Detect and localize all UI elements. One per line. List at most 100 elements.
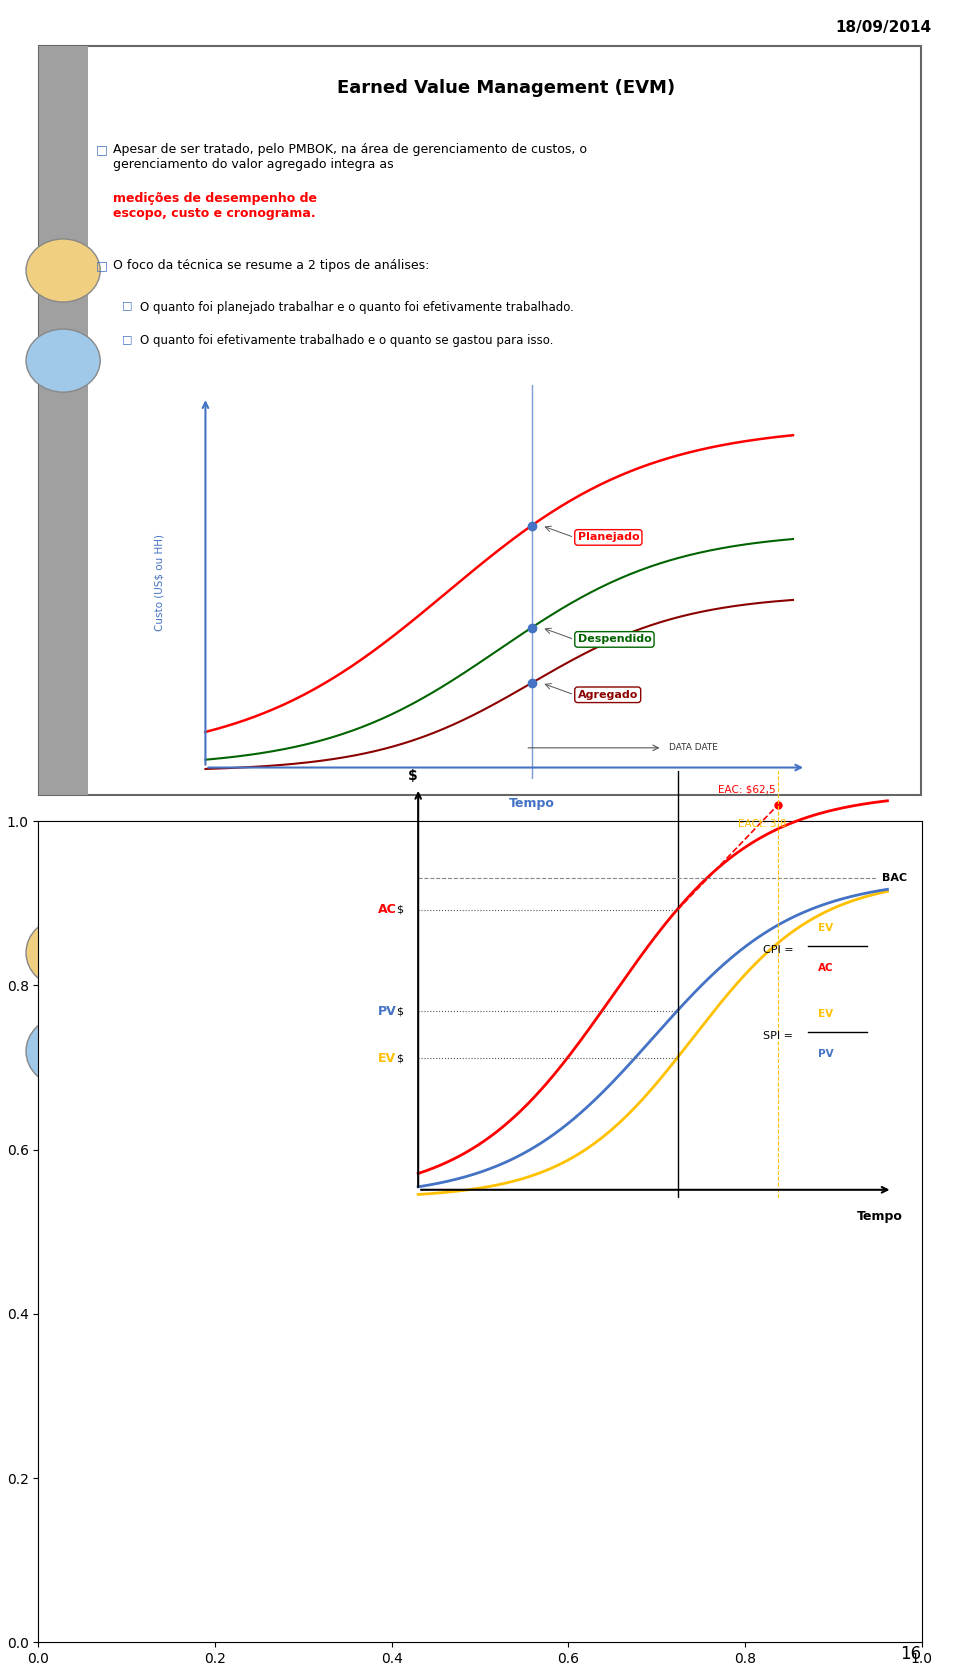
- Bar: [216, 991, 312, 1012]
- Text: □: □: [122, 300, 132, 310]
- Bar: [72, 882, 168, 895]
- Text: Projeção p/ custo total (: Projeção p/ custo total (: [392, 1560, 516, 1570]
- Text: Projeção p/ prazo total (: Projeção p/ prazo total (: [392, 1542, 516, 1552]
- Text: => Supondo que é uma variação típica e não será corrigida.: => Supondo que é uma variação típica e n…: [392, 1579, 708, 1589]
- Text: Earned Value Manegement (EVM): Earned Value Manegement (EVM): [311, 843, 649, 861]
- Text: realizado: realizado: [130, 1394, 180, 1404]
- Text: 3o. Mês
$50: 3o. Mês $50: [242, 1423, 282, 1443]
- Text: O quanto foi planejado trabalhar e o quanto foi efetivamente trabalhado.: O quanto foi planejado trabalhar e o qua…: [140, 300, 574, 313]
- Text: $: $: [396, 1053, 403, 1063]
- Text: AC =: AC =: [103, 1552, 134, 1562]
- Text: - orçamento de $50 (BAC - Budget at Completion): - orçamento de $50 (BAC - Budget at Comp…: [182, 940, 460, 950]
- Text: EACt: 3,8: EACt: 3,8: [737, 818, 786, 828]
- Circle shape: [26, 240, 100, 302]
- Text: $10: $10: [138, 1475, 161, 1485]
- Text: Despendido: Despendido: [578, 635, 651, 645]
- Text: AC: AC: [818, 964, 833, 974]
- Text: 3o. mês:: 3o. mês:: [99, 1534, 152, 1544]
- Text: AC =: AC =: [103, 1475, 134, 1485]
- Text: medições de desempenho de
escopo, custo e cronograma.: medições de desempenho de escopo, custo …: [113, 191, 318, 220]
- Text: EV: EV: [818, 923, 832, 934]
- Bar: [99, 1394, 125, 1406]
- Text: Tempo: Tempo: [856, 1210, 902, 1223]
- Text: $: $: [396, 905, 403, 915]
- Bar: [216, 1007, 240, 1021]
- Text: Projeto:: Projeto:: [99, 878, 152, 892]
- Text: planejado: planejado: [130, 1379, 184, 1389]
- Bar: [168, 949, 264, 970]
- Text: $40: $40: [138, 1570, 161, 1580]
- Text: ) => BAC/CPI = $50/1 = $50: ) => BAC/CPI = $50/1 = $50: [582, 1480, 717, 1493]
- Bar: [264, 1032, 312, 1054]
- Text: EV =: EV =: [103, 1492, 133, 1502]
- Text: DATA DATE: DATA DATE: [669, 744, 718, 753]
- Text: ) => BAC/CPI = $50/0,8 = $62,5: ) => BAC/CPI = $50/0,8 = $62,5: [582, 1560, 738, 1574]
- Text: previsibilidade! (Caso Típico): previsibilidade! (Caso Típico): [531, 1596, 702, 1606]
- Bar: [39, 45, 88, 796]
- Text: Earned Value Management (EVM): Earned Value Management (EVM): [337, 79, 676, 97]
- Text: - prazo de 5 meses (: - prazo de 5 meses (: [182, 900, 297, 910]
- Text: EV: EV: [818, 1009, 832, 1019]
- Text: $50: $50: [138, 1552, 161, 1562]
- Text: PD: PD: [619, 1542, 636, 1552]
- Text: $10: $10: [268, 1466, 291, 1477]
- Text: CPI =: CPI =: [762, 945, 797, 955]
- Text: PV: PV: [378, 1004, 397, 1017]
- Text: 16: 16: [900, 1644, 922, 1663]
- Text: O quanto foi efetivamente trabalhado e o quanto se gastou para isso.: O quanto foi efetivamente trabalhado e o…: [140, 334, 553, 347]
- Text: /$30 = 1,33: /$30 = 1,33: [303, 1549, 369, 1559]
- Bar: [168, 965, 216, 979]
- Text: PD: PD: [619, 1461, 636, 1472]
- Text: PD - project duration: PD - project duration: [276, 900, 393, 910]
- Text: CPI =: CPI =: [228, 1565, 262, 1575]
- Text: PV: PV: [818, 1049, 833, 1059]
- FancyBboxPatch shape: [39, 45, 921, 796]
- Text: PV = $10: PV = $10: [103, 1510, 155, 1520]
- Text: EV: EV: [378, 1051, 396, 1064]
- Text: ) =>: ) =>: [593, 1461, 621, 1472]
- Text: EACt: EACt: [558, 1542, 586, 1552]
- Circle shape: [26, 1017, 100, 1086]
- Text: ): ): [381, 900, 386, 910]
- Circle shape: [26, 918, 100, 987]
- Text: $10: $10: [268, 1483, 291, 1493]
- Text: EAC: EAC: [555, 1480, 578, 1490]
- Text: EAC: $62,5: EAC: $62,5: [718, 784, 776, 794]
- Text: SPI =: SPI =: [228, 1466, 262, 1477]
- Text: □: □: [122, 334, 132, 344]
- FancyBboxPatch shape: [39, 821, 921, 1642]
- Text: O foco da técnica se resume a 2 tipos de análises:: O foco da técnica se resume a 2 tipos de…: [113, 260, 430, 272]
- Bar: [39, 821, 88, 1642]
- Text: $: $: [408, 769, 418, 783]
- Text: $: $: [396, 1006, 403, 1016]
- Text: EAC: EAC: [555, 1560, 578, 1570]
- Bar: [99, 1378, 125, 1389]
- Text: - cada máquina orçada em $10: - cada máquina orçada em $10: [182, 920, 357, 930]
- Text: 1o. mês:: 1o. mês:: [99, 1455, 152, 1465]
- Text: - construção de 5 máquinas: - construção de 5 máquinas: [182, 878, 338, 890]
- Text: /$50 = 0,80: /$50 = 0,80: [303, 1565, 369, 1575]
- Text: □: □: [96, 142, 108, 156]
- Bar: [120, 907, 216, 929]
- Text: AC: AC: [378, 903, 397, 917]
- Text: SPI =: SPI =: [228, 1549, 262, 1559]
- Text: EACt: EACt: [558, 1461, 586, 1472]
- Text: $40: $40: [268, 1565, 291, 1575]
- Text: EV =: EV =: [103, 1570, 133, 1580]
- Text: EVA fornece uma idéia de: EVA fornece uma idéia de: [392, 1596, 529, 1606]
- Text: /SPI = 5/1 = 5 meses: /SPI = 5/1 = 5 meses: [639, 1461, 750, 1472]
- Text: □: □: [96, 260, 108, 272]
- Text: ) =>: ) =>: [593, 1542, 621, 1552]
- Text: /SPI = 5/1,33 = 3,8 meses: /SPI = 5/1,33 = 3,8 meses: [639, 1542, 776, 1552]
- Text: $40: $40: [268, 1549, 291, 1559]
- Bar: [72, 865, 168, 887]
- Text: /$10 = 1,00: /$10 = 1,00: [303, 1466, 369, 1477]
- Text: Agregado: Agregado: [578, 691, 637, 701]
- Text: $10: $10: [138, 1492, 161, 1502]
- Text: Tempo: Tempo: [509, 796, 555, 810]
- Text: Projeção p/ prazo total (: Projeção p/ prazo total (: [392, 1461, 516, 1472]
- Text: Apesar de ser tratado, pelo PMBOK, na área de gerenciamento de custos, o
gerenci: Apesar de ser tratado, pelo PMBOK, na ár…: [113, 142, 588, 171]
- Text: SPI =: SPI =: [762, 1031, 796, 1041]
- Text: /$10 = 1,00: /$10 = 1,00: [303, 1483, 369, 1493]
- Text: CPI =: CPI =: [228, 1483, 262, 1493]
